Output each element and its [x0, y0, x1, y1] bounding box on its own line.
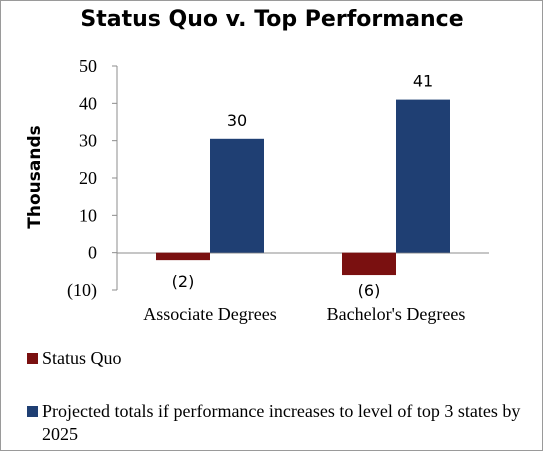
y-axis-label: Thousands — [25, 125, 45, 228]
chart-title: Status Quo v. Top Performance — [80, 7, 463, 32]
category-label: Associate Degrees — [143, 304, 276, 324]
data-label: (6) — [358, 281, 381, 300]
data-label: 30 — [227, 111, 247, 130]
legend-item-projected: Projected totals if performance increase… — [27, 400, 522, 446]
y-tick-label: (10) — [67, 280, 97, 301]
y-tick-label: 20 — [79, 168, 97, 188]
y-tick-label: 0 — [88, 243, 97, 263]
bars — [156, 99, 450, 276]
data-label: (2) — [172, 272, 195, 291]
data-labels: (2) 30 (6) 41 — [172, 72, 434, 300]
legend-swatch-projected — [27, 406, 38, 417]
data-label: 41 — [413, 72, 433, 91]
bar — [210, 138, 264, 253]
bar — [156, 252, 210, 261]
category-label: Bachelor's Degrees — [327, 304, 466, 324]
bar — [396, 99, 450, 253]
category-labels: Associate Degrees Bachelor's Degrees — [143, 304, 465, 324]
legend-label-projected: Projected totals if performance increase… — [42, 401, 521, 444]
y-tick-label: 30 — [79, 131, 97, 151]
y-axis-ticks: 50 40 30 20 10 0 (10) — [67, 56, 117, 301]
y-tick-label: 10 — [79, 205, 97, 225]
legend-item-status-quo: Status Quo — [27, 347, 522, 370]
bar — [342, 252, 396, 276]
legend-label-status-quo: Status Quo — [42, 348, 122, 368]
y-tick-label: 50 — [79, 56, 97, 76]
legend-swatch-status-quo — [27, 353, 38, 364]
y-tick-label: 40 — [79, 93, 97, 113]
